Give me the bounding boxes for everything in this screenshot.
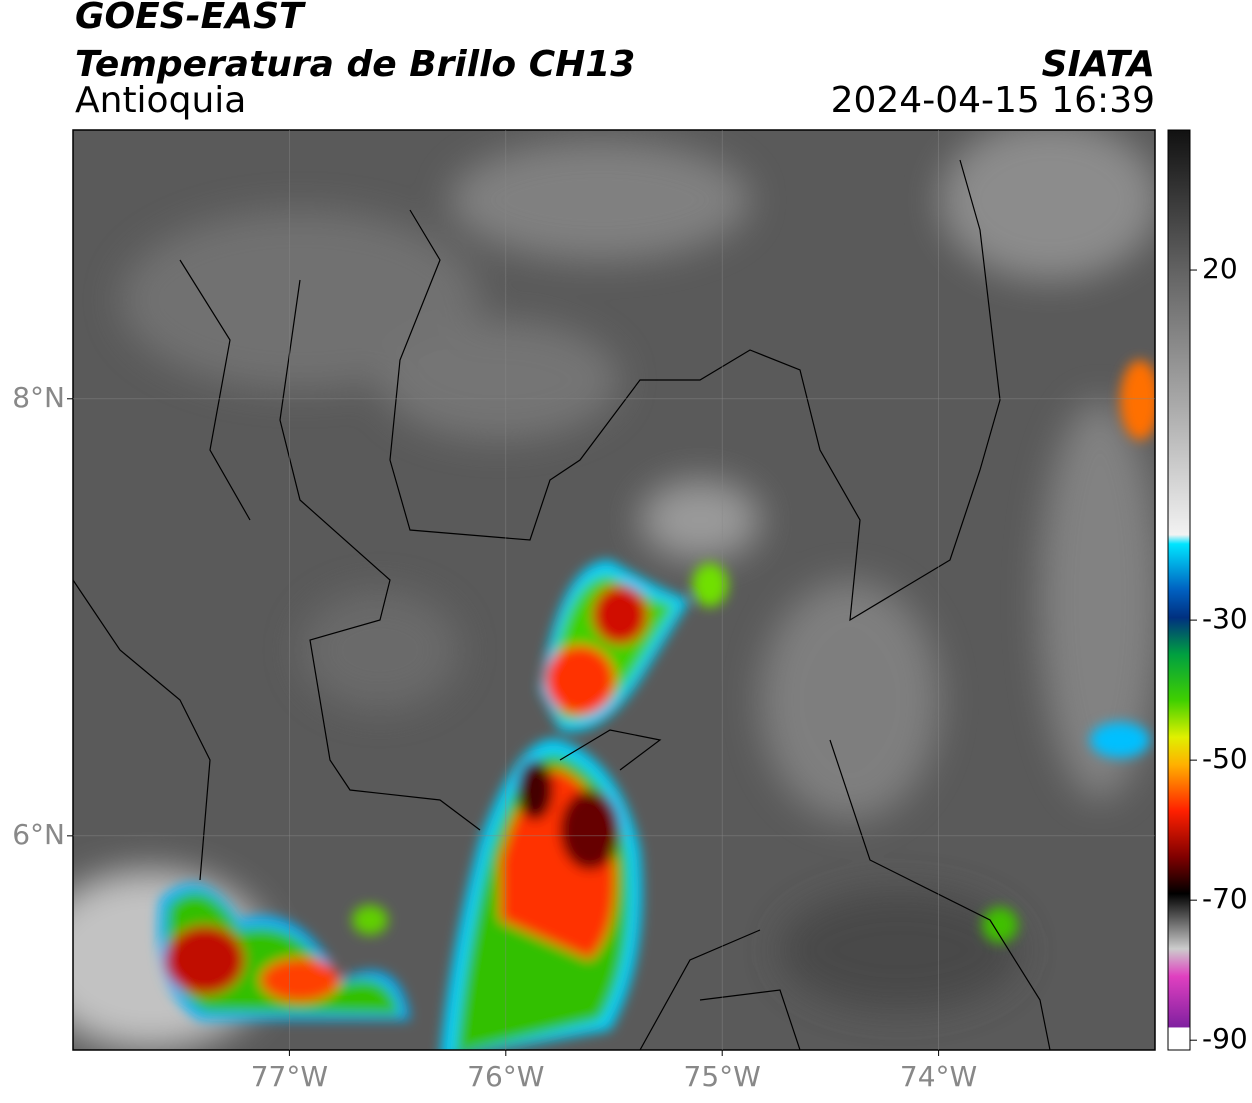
x-tick-label: 75°W	[684, 1060, 761, 1093]
axis-ticks: 77°W 76°W 75°W 74°W 6°N 8°N	[12, 130, 1155, 1093]
map-image	[73, 130, 1155, 1050]
colorbar-tick-label: -90	[1202, 1022, 1248, 1055]
product-title: Temperatura de Brillo CH13	[75, 44, 635, 85]
source-label: SIATA	[1042, 44, 1155, 85]
region-label: Antioquia	[75, 80, 246, 121]
x-tick-label: 74°W	[900, 1060, 977, 1093]
x-tick-label: 77°W	[251, 1060, 328, 1093]
colorbar-tick-label: -30	[1202, 602, 1248, 635]
colorbar	[1167, 129, 1191, 1051]
satellite-title: GOES-EAST	[75, 0, 306, 37]
colorbar-tick-label: 20	[1202, 252, 1238, 285]
y-tick-label: 6°N	[12, 818, 65, 851]
colorbar-ticks: 20 -30 -50 -70 -90	[1190, 252, 1248, 1055]
colorbar-tick-label: -50	[1202, 742, 1248, 775]
map-frame	[72, 129, 1156, 1051]
timestamp: 2024-04-15 16:39	[831, 80, 1155, 121]
y-tick-label: 8°N	[12, 381, 65, 414]
colorbar-tick-label: -70	[1202, 882, 1248, 915]
x-tick-label: 76°W	[467, 1060, 544, 1093]
